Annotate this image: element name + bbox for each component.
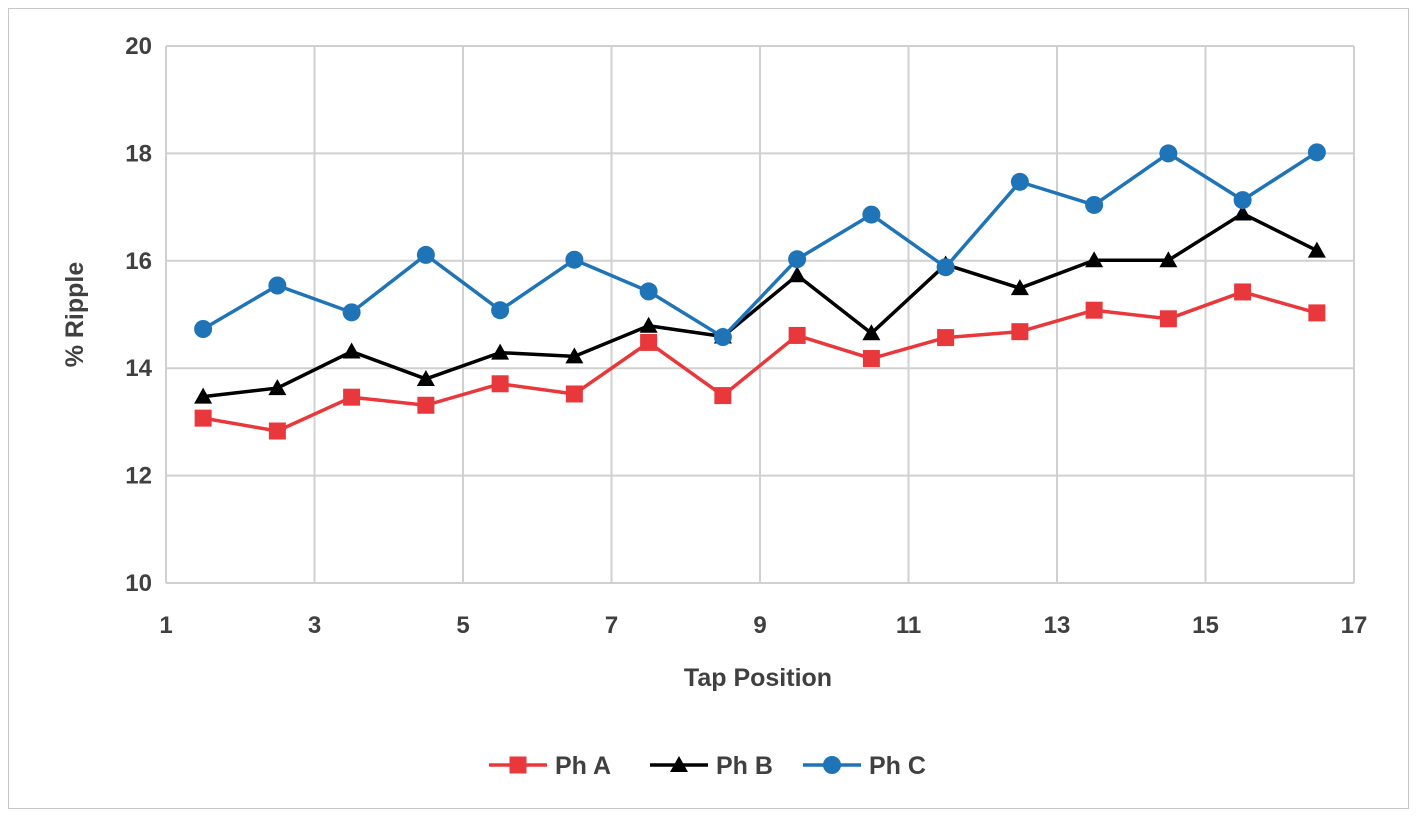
data-point-ph-c [1010, 172, 1029, 191]
data-point-ph-b [194, 387, 213, 404]
x-tick-label: 17 [1341, 612, 1368, 639]
x-tick-label: 9 [753, 612, 766, 639]
data-point-ph-b [1085, 251, 1104, 268]
legend-label: Ph C [869, 752, 926, 780]
data-point-ph-c [1233, 191, 1252, 210]
x-tick-label: 5 [456, 612, 469, 639]
data-point-ph-a [937, 329, 955, 347]
series-group [194, 143, 1326, 440]
data-point-ph-a [565, 385, 583, 403]
legend-item-ph-c: Ph C [803, 752, 926, 780]
data-point-ph-c [1085, 195, 1104, 214]
data-point-ph-b [1159, 251, 1178, 268]
data-point-ph-c [713, 328, 732, 347]
y-tick-label: 18 [125, 140, 152, 167]
data-point-ph-a [1085, 301, 1103, 319]
data-point-ph-c [491, 301, 510, 320]
data-point-ph-a [1159, 310, 1177, 328]
data-point-ph-a [1011, 323, 1029, 341]
y-tick-label: 20 [125, 33, 152, 60]
data-point-ph-c [1159, 144, 1178, 163]
data-point-ph-b [862, 324, 881, 341]
x-tick-label: 11 [896, 612, 921, 639]
legend-item-ph-b: Ph B [650, 752, 773, 780]
data-point-ph-c [342, 303, 361, 322]
series-line-ph-a [202, 290, 1318, 433]
data-point-ph-b [491, 343, 510, 360]
chart-frame [8, 8, 1409, 809]
data-point-ph-a [640, 333, 658, 351]
data-point-ph-b [565, 347, 584, 364]
data-point-ph-c [862, 205, 881, 224]
data-point-ph-c [268, 276, 287, 295]
data-point-ph-a [862, 350, 880, 368]
data-point-ph-c [416, 245, 435, 264]
series-line-ph-b [202, 211, 1318, 399]
data-point-ph-b [639, 316, 658, 333]
y-axis-ticks: 10 12 14 16 18 20 [125, 33, 152, 597]
x-tick-label: 3 [308, 612, 321, 639]
x-tick-label: 15 [1192, 612, 1219, 639]
y-tick-label: 12 [125, 463, 152, 490]
legend-marker [823, 756, 841, 774]
series-line-ph-c [202, 150, 1318, 339]
data-point-ph-c [639, 282, 658, 301]
data-point-ph-a [491, 375, 509, 393]
y-axis-title: % Ripple [61, 262, 89, 368]
series-ph-c [194, 143, 1326, 347]
data-point-ph-a [1234, 283, 1252, 301]
data-point-ph-a [1308, 304, 1326, 322]
data-point-ph-a [714, 387, 732, 405]
x-tick-label: 7 [605, 612, 618, 639]
data-point-ph-a [417, 396, 435, 414]
legend-marker [509, 756, 527, 774]
data-point-ph-c [194, 319, 213, 338]
x-tick-label: 1 [159, 612, 172, 639]
legend-label: Ph B [716, 752, 773, 780]
legend: Ph A Ph B Ph C [489, 752, 926, 780]
data-point-ph-a [194, 409, 212, 427]
grid [165, 45, 1355, 584]
data-point-ph-a [343, 388, 361, 406]
data-point-ph-c [1307, 143, 1326, 162]
data-point-ph-b [1010, 279, 1029, 296]
legend-label: Ph A [555, 752, 611, 780]
data-point-ph-c [788, 250, 807, 269]
legend-item-ph-a: Ph A [489, 752, 611, 780]
legend-marker [670, 756, 688, 772]
data-point-ph-b [416, 369, 435, 386]
series-ph-b [194, 204, 1326, 404]
data-point-ph-b [788, 266, 807, 283]
data-point-ph-b [268, 379, 287, 396]
y-tick-label: 14 [125, 355, 152, 382]
y-tick-label: 16 [125, 248, 152, 275]
x-axis-ticks: 1 3 5 7 9 11 13 15 17 [159, 612, 1367, 639]
data-point-ph-c [565, 250, 584, 269]
data-point-ph-a [788, 326, 806, 344]
data-point-ph-c [936, 258, 955, 277]
data-point-ph-b [1307, 241, 1326, 258]
data-point-ph-b [342, 342, 361, 359]
data-point-ph-b [1233, 204, 1252, 221]
series-ph-a [194, 283, 1326, 440]
x-tick-label: 13 [1044, 612, 1071, 639]
y-tick-label: 10 [125, 570, 152, 597]
x-axis-title: Tap Position [684, 664, 832, 692]
data-point-ph-a [268, 422, 286, 440]
